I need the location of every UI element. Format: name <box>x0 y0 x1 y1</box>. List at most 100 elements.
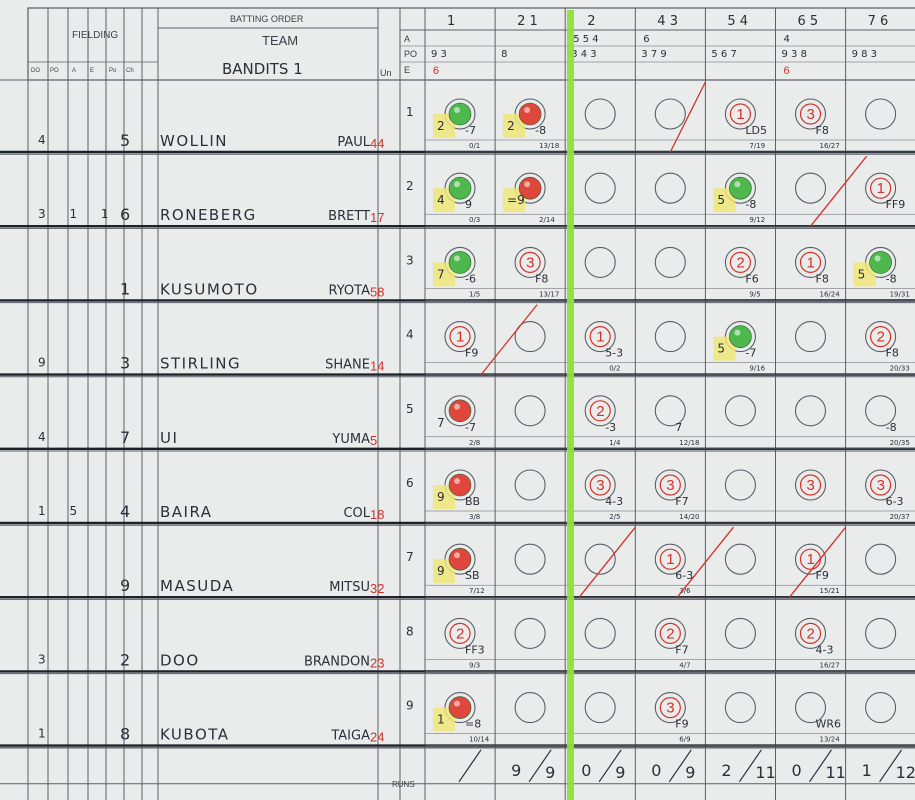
at-bat-cell: 36-3 20/37 <box>869 474 910 521</box>
fielding-label: FIELDING <box>72 30 118 41</box>
diamond-circle <box>654 321 686 353</box>
out-number: 1 <box>666 551 674 568</box>
green-ball-sticker <box>869 251 892 274</box>
putouts-tally: 9 3 <box>431 49 447 60</box>
out-number: 3 <box>877 477 885 494</box>
play-notation: F7 <box>675 643 688 656</box>
player-firstname: BRETT <box>328 209 370 224</box>
un-label: Un <box>380 68 392 78</box>
player-firstname: RYOTA <box>329 283 371 298</box>
diamond-circle <box>724 543 756 575</box>
player-surname: KUSUMOTO <box>160 280 259 298</box>
at-bat-cell: 3F8 16/27 <box>799 103 840 150</box>
out-circle <box>799 474 822 496</box>
out-circle <box>589 474 611 496</box>
uniform-number: 23 <box>370 655 384 670</box>
play-notation: F8 <box>816 124 829 137</box>
out-number: 3 <box>666 477 674 494</box>
fielding-tally: 1 5 <box>38 504 87 518</box>
play-notation: -8 <box>886 421 897 434</box>
yellow-highlight <box>433 188 455 213</box>
player-row: 2 6 RONEBERG BRETT 17 3 1 1 <box>38 179 414 225</box>
out-number: 2 <box>596 403 604 420</box>
sticker-shine <box>524 181 531 188</box>
fielding-tally: 4 <box>38 430 56 444</box>
at-bat-cell: 1F9 <box>449 326 478 360</box>
green-ball-sticker <box>448 251 472 274</box>
position-number: 1 <box>120 279 130 298</box>
green-ball-sticker <box>729 325 752 348</box>
play-notation: F7 <box>675 495 688 508</box>
diamond-circle <box>584 469 616 501</box>
runs-slash <box>879 749 903 783</box>
red-ball-sticker <box>448 547 472 571</box>
at-bat-cell: 9 SB 7/12 <box>433 547 485 595</box>
sticker-shine <box>734 181 741 188</box>
out-circle <box>659 622 681 645</box>
position-number: 5 <box>120 131 130 150</box>
batting-order-number: 5 <box>406 402 414 416</box>
play-notation: 6-3 <box>675 569 693 582</box>
sticker-shine <box>454 403 460 410</box>
player-row: 9 8 KUBOTA TAIGA 24 1 <box>38 699 414 745</box>
play-notation: 4-3 <box>816 643 834 656</box>
running-total: 12 <box>896 763 915 782</box>
play-notation: F9 <box>465 347 478 360</box>
player-row: 6 4 BAIRA COL 18 1 5 <box>38 476 414 522</box>
pitch-count: 0/3 <box>469 216 480 224</box>
diamond-circle <box>514 246 546 278</box>
diamond-circle <box>724 246 756 278</box>
at-bat-cell: 2F6 9/5 <box>729 251 761 298</box>
green-ball-sticker <box>448 176 472 200</box>
out-number: 1 <box>807 254 815 271</box>
inning-header: 1 <box>447 14 455 29</box>
out-number: 3 <box>807 477 815 494</box>
out-circle <box>869 474 892 496</box>
putouts-tally: 3 7 9 <box>641 49 666 60</box>
diamond-circle <box>724 617 756 649</box>
out-number: 1 <box>877 180 885 197</box>
red-ball-sticker <box>448 696 472 719</box>
yellow-highlight <box>713 336 736 361</box>
uniform-number: 58 <box>370 284 384 299</box>
assists-tally: 6 <box>643 34 649 45</box>
diamond-circle <box>794 172 827 204</box>
inning-runs: 0 <box>792 761 802 780</box>
pitch-count: 9/5 <box>749 290 760 298</box>
diamond-circle <box>794 321 827 353</box>
pitch-count: 7/12 <box>469 587 485 595</box>
at-bat-cell: 5 -7 9/16 <box>713 325 766 373</box>
base-advance-number: 9 <box>437 564 445 578</box>
sticker-shine <box>524 107 531 113</box>
player-firstname: MITSU <box>329 580 370 595</box>
out-circle <box>589 326 611 348</box>
at-bat-cell: 7 -7 2/8 <box>437 399 480 447</box>
fielding-col-label: Ch <box>126 68 134 74</box>
sticker-shine <box>454 552 460 559</box>
play-notation: F8 <box>886 347 899 360</box>
player-row: 57 UI YUMA 54 <box>38 402 414 448</box>
player-firstname: TAIGA <box>330 729 370 744</box>
pitch-count: 4/7 <box>679 661 690 669</box>
running-total: 11 <box>826 763 846 782</box>
player-row: 7 9 MASUDA MITSU 32 <box>120 550 414 596</box>
pitch-count: 0/1 <box>469 142 480 150</box>
diamond-circle <box>514 469 546 501</box>
play-notation: 4-3 <box>605 495 623 508</box>
at-bat-cell: 1F9 15/21 <box>799 548 840 595</box>
yellow-highlight <box>433 262 455 287</box>
inning-end-slash <box>810 155 868 227</box>
play-notation: WR6 <box>816 718 842 731</box>
inning-end-slash <box>578 526 636 598</box>
green-ball-sticker <box>729 176 752 200</box>
pitch-count: 13/24 <box>820 736 841 744</box>
player-surname: DOO <box>160 651 200 669</box>
at-bat-cell: 16-3 3/6 <box>659 548 693 595</box>
diamond-circle <box>794 469 827 501</box>
diamond-circle <box>654 395 686 427</box>
at-bat-cell: 24-3 16/27 <box>799 622 840 669</box>
base-advance-number: 5 <box>858 267 866 281</box>
pitch-count: 19/31 <box>890 290 910 298</box>
